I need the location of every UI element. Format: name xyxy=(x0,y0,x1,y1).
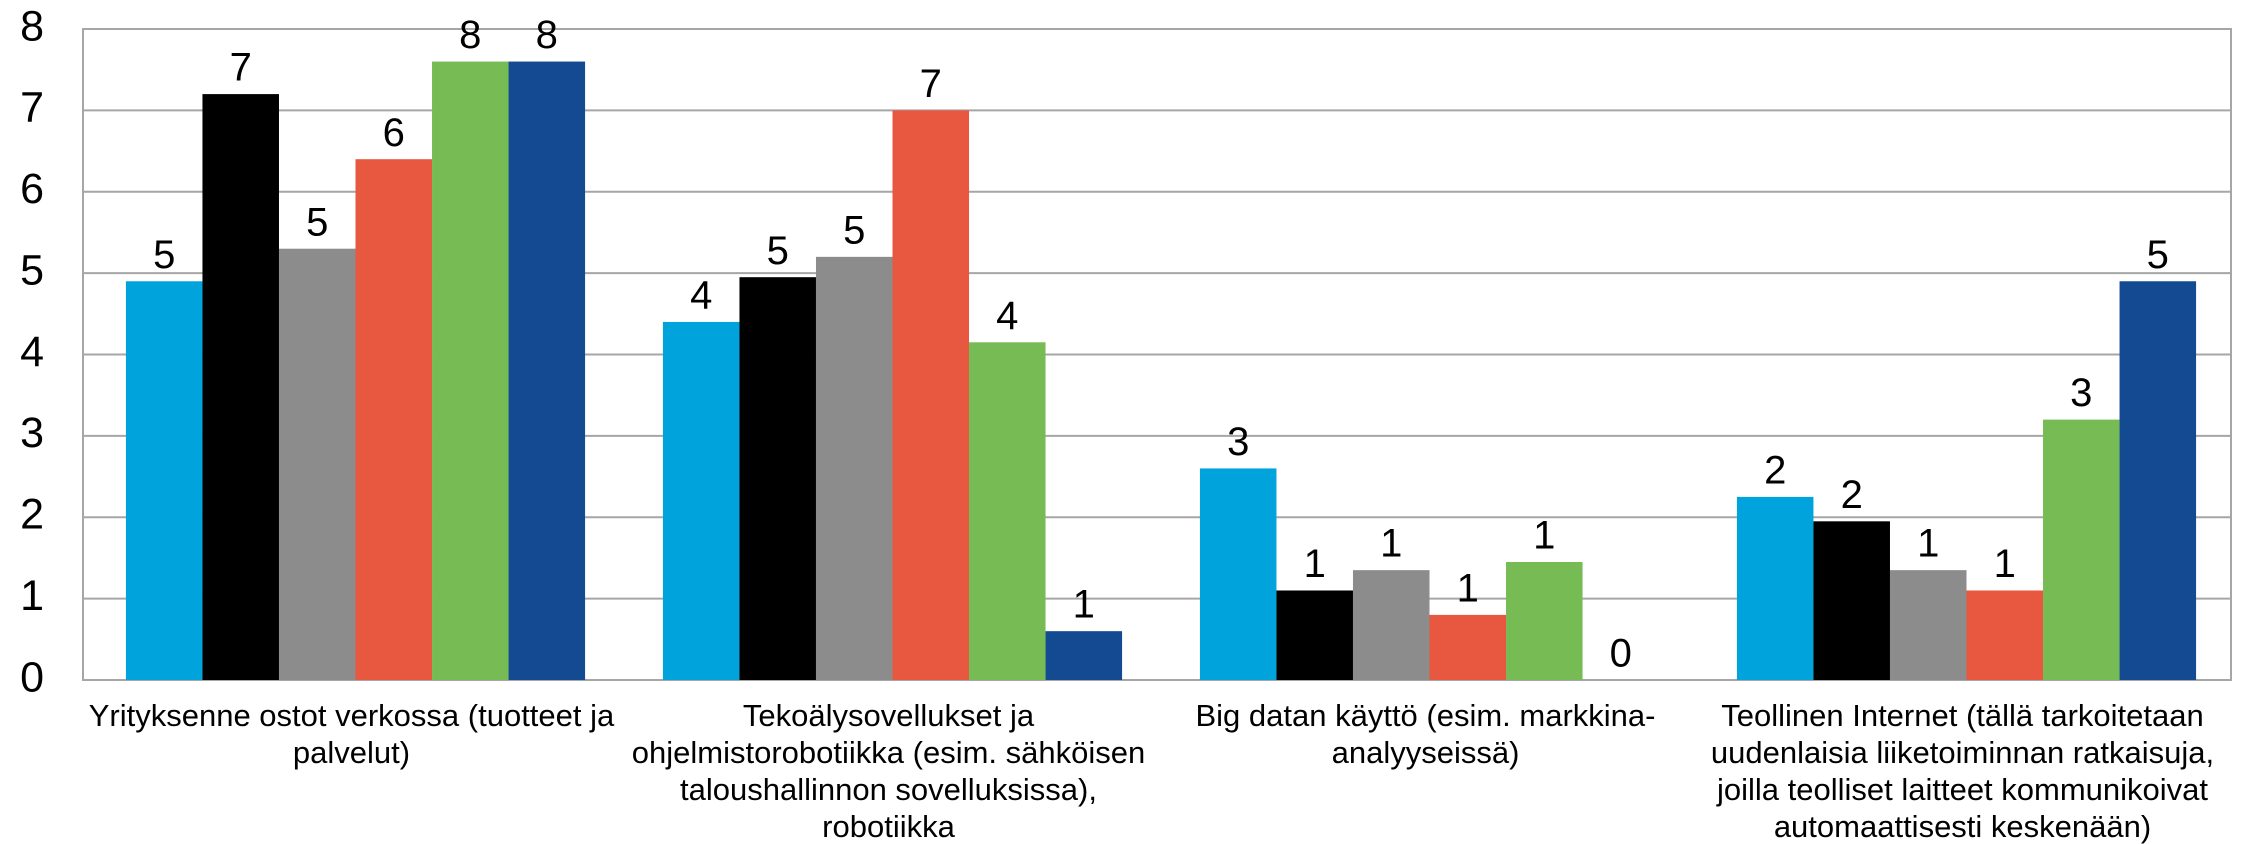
data-label: 7 xyxy=(230,46,252,90)
data-label: 1 xyxy=(1380,522,1402,566)
bar xyxy=(662,321,740,680)
data-label: 1 xyxy=(1533,514,1555,558)
bar xyxy=(739,277,816,680)
y-tick-label: 1 xyxy=(20,572,44,620)
bar xyxy=(432,61,509,681)
bar xyxy=(508,61,586,681)
x-tick-label: Yrityksenne ostot verkossa (tuotteet ja … xyxy=(88,698,615,770)
y-tick-label: 6 xyxy=(20,165,44,213)
bar xyxy=(202,94,279,681)
data-label: 1 xyxy=(1457,566,1479,610)
data-label: 4 xyxy=(996,294,1018,338)
bar xyxy=(892,110,970,680)
data-label: 5 xyxy=(2147,233,2169,277)
y-tick-label: 4 xyxy=(20,328,44,376)
bar xyxy=(2043,419,2120,680)
plot-border xyxy=(82,28,2232,681)
y-tick-label: 2 xyxy=(20,491,44,539)
bar xyxy=(815,256,893,680)
data-label: 4 xyxy=(690,274,712,318)
data-label: 5 xyxy=(306,200,328,244)
data-label: 0 xyxy=(1610,632,1632,676)
data-label: 5 xyxy=(843,208,865,252)
y-tick-label: 5 xyxy=(20,246,44,294)
data-label: 2 xyxy=(1764,448,1786,492)
data-label: 3 xyxy=(1227,420,1249,464)
y-tick-label: 3 xyxy=(20,409,44,457)
data-label: 5 xyxy=(767,229,789,273)
bar xyxy=(1736,496,1814,680)
x-tick-label: Teollinen Internet (tällä tarkoitetaan u… xyxy=(1710,698,2215,844)
data-label: 2 xyxy=(1841,473,1863,517)
bar xyxy=(1889,570,1967,680)
bar xyxy=(1429,614,1507,680)
y-tick-label: 8 xyxy=(20,2,44,50)
bar xyxy=(969,342,1046,680)
data-label: 1 xyxy=(1304,542,1326,586)
data-label: 1 xyxy=(1073,583,1095,627)
data-label: 6 xyxy=(383,111,405,155)
data-label: 8 xyxy=(459,13,481,57)
bar xyxy=(1506,562,1583,680)
bar xyxy=(1352,570,1430,680)
data-label: 8 xyxy=(536,13,558,57)
y-tick-label: 7 xyxy=(20,84,44,132)
bar xyxy=(1966,590,2044,680)
data-label: 5 xyxy=(153,233,175,277)
bar xyxy=(355,159,433,680)
bar xyxy=(1813,521,1890,680)
data-label: 7 xyxy=(920,62,942,106)
y-tick-label: 0 xyxy=(20,653,44,701)
bar xyxy=(1199,468,1277,680)
bar xyxy=(2119,281,2197,680)
bar xyxy=(278,248,356,680)
x-tick-label: Tekoälysovellukset ja ohjelmistorobotiik… xyxy=(631,698,1146,844)
x-tick-label: Big datan käyttö (esim. markkina-analyys… xyxy=(1195,698,1656,770)
bar xyxy=(125,281,203,680)
data-label: 3 xyxy=(2070,371,2092,415)
bar xyxy=(1045,631,1123,680)
data-label: 1 xyxy=(1917,522,1939,566)
data-label: 1 xyxy=(1994,542,2016,586)
bar xyxy=(1276,590,1353,680)
